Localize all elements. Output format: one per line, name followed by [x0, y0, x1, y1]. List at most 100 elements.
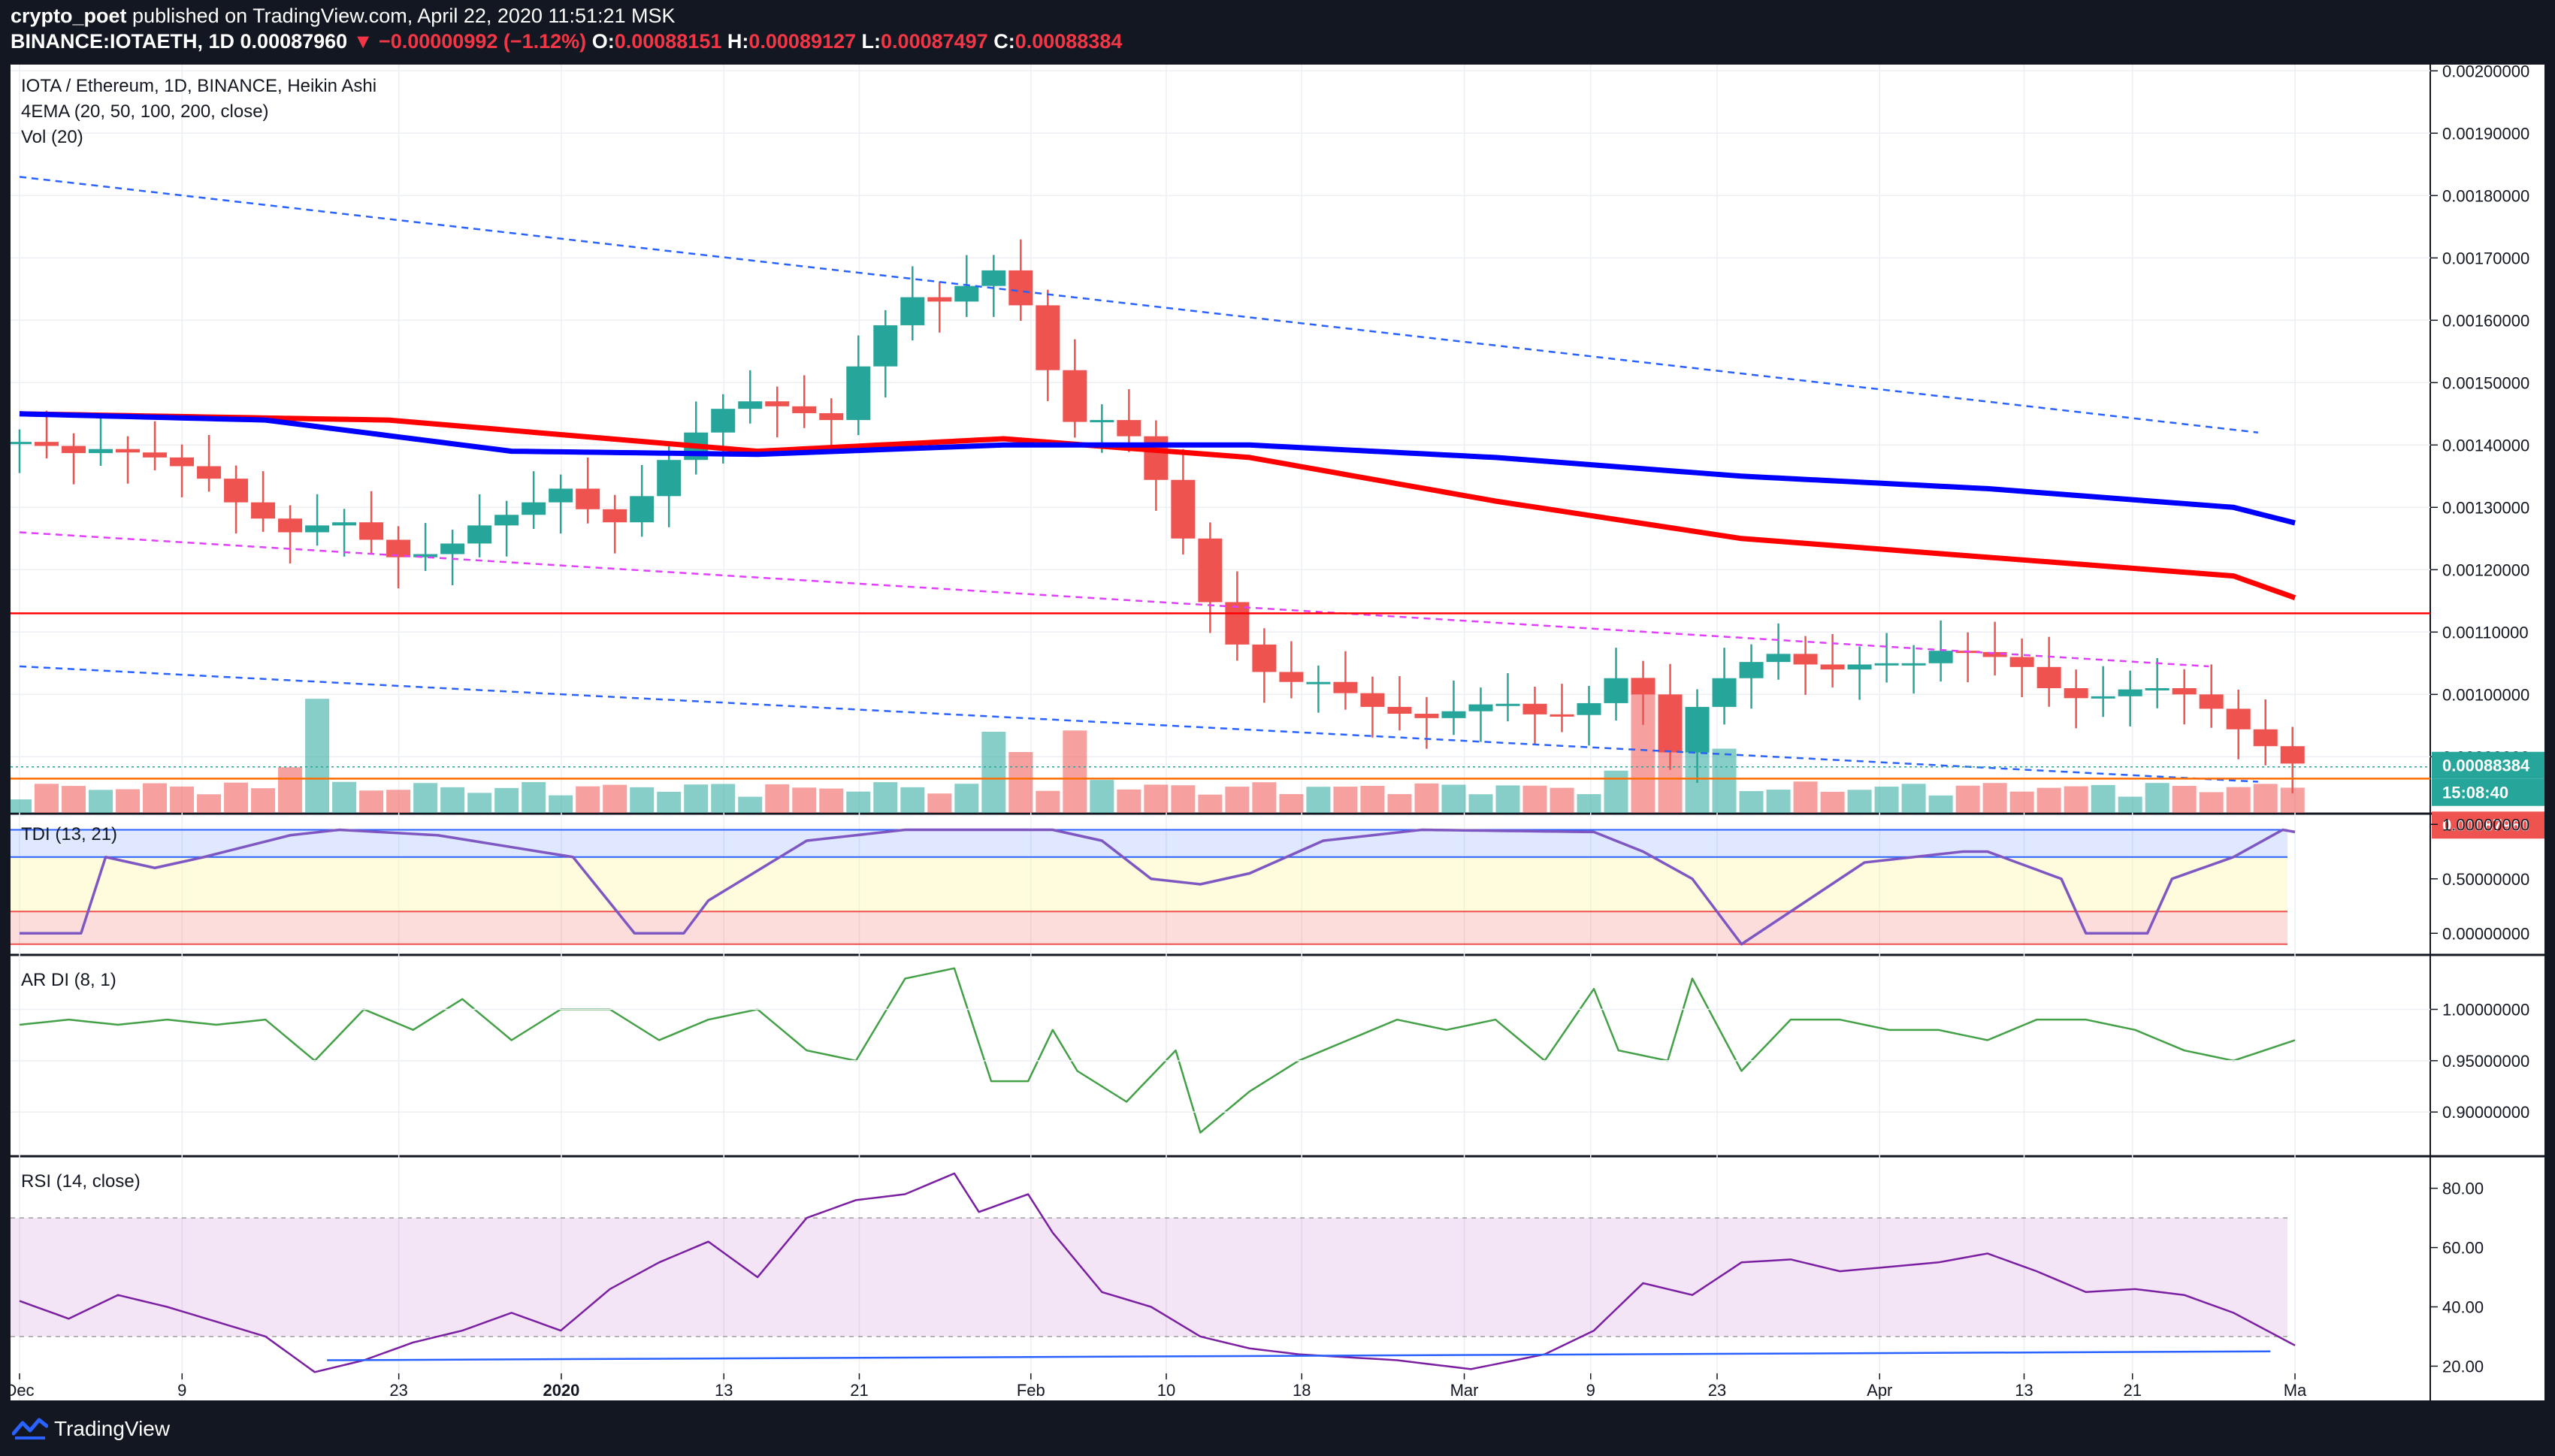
- volume-bar: [2199, 792, 2224, 813]
- rsi-band: [11, 1218, 2287, 1337]
- trendline: [19, 176, 2259, 433]
- volume-bar: [1036, 790, 1060, 813]
- publisher-name[interactable]: crypto_poet: [11, 5, 127, 27]
- candle-body: [1820, 664, 1845, 670]
- volume-bar: [413, 783, 438, 813]
- ohlc-line: BINANCE:IOTAETH, 1D 0.00087960 ▼ −0.0000…: [11, 30, 1122, 53]
- chart-area[interactable]: 0.00200000 0.00190000 0.00180000 0.00170000…: [11, 65, 2544, 1400]
- volume-bar: [684, 784, 709, 813]
- candle-body: [1874, 663, 1899, 666]
- tradingview-brand[interactable]: TradingView: [54, 1417, 171, 1440]
- volume-bar: [1577, 794, 1601, 813]
- candle-body: [1685, 706, 1710, 753]
- candle-body: [1468, 704, 1493, 711]
- candle-body: [927, 297, 952, 302]
- time-tick-label: 23: [1708, 1381, 1726, 1400]
- candle-body: [359, 522, 384, 540]
- time-tick-label: 21: [2123, 1381, 2141, 1400]
- volume-bar: [2036, 787, 2061, 813]
- volume-bar: [711, 784, 736, 813]
- time-tick-label: 18: [1293, 1381, 1311, 1400]
- change-down-icon: ▼: [352, 30, 373, 53]
- volume-bar: [1252, 782, 1277, 813]
- low-label: L:: [861, 30, 881, 53]
- volume-bar: [603, 784, 627, 813]
- volume-bar: [1522, 785, 1547, 813]
- volume-bar: [278, 767, 303, 813]
- candle-body: [1387, 706, 1412, 714]
- tradingview-logo-icon[interactable]: [12, 1415, 48, 1441]
- candle-body: [1712, 678, 1737, 707]
- ardi-tick-label: 1.00000000: [2442, 1001, 2529, 1020]
- rsi-tick-label: 60.00: [2442, 1239, 2484, 1258]
- volume-bar: [1063, 730, 1087, 813]
- price-tick-label: 0.00200000: [2442, 65, 2529, 80]
- volume-bar: [2172, 786, 2197, 813]
- volume-bar: [1144, 784, 1169, 813]
- volume-bar: [1712, 748, 1737, 813]
- candle-body: [765, 401, 790, 406]
- candle-body: [1036, 305, 1060, 370]
- candle-body: [2172, 688, 2197, 695]
- volume-bar: [576, 786, 600, 813]
- price-tick-label: 0.00150000: [2442, 373, 2529, 392]
- close-label: C:: [993, 30, 1015, 53]
- volume-bar: [1847, 790, 1872, 813]
- candle-body: [143, 452, 168, 458]
- trendline: [19, 665, 2258, 783]
- high-label: H:: [727, 30, 749, 53]
- volume-bar: [467, 793, 492, 813]
- candle-body: [332, 522, 357, 526]
- volume-bar: [143, 783, 168, 813]
- candle-body: [305, 525, 330, 533]
- candle-body: [1739, 662, 1764, 678]
- legend-volume: Vol (20): [21, 127, 83, 147]
- tdi-band-upper: [11, 829, 2287, 857]
- ardi-line: [19, 967, 2296, 1134]
- candle-body: [900, 297, 925, 325]
- candle-body: [1360, 693, 1385, 707]
- price-change: −0.00000992 (−1.12%): [378, 30, 587, 53]
- time-tick-label: Ma: [2284, 1381, 2307, 1400]
- candle-body: [2118, 689, 2142, 696]
- rsi-title: RSI (14, close): [21, 1171, 141, 1192]
- time-tick-label: 13: [715, 1381, 733, 1400]
- volume-bar: [738, 796, 763, 813]
- candle-body: [873, 325, 898, 367]
- candle-body: [1441, 711, 1466, 718]
- legend-ema: 4EMA (20, 50, 100, 200, close): [21, 101, 269, 122]
- candle-body: [35, 442, 59, 446]
- chart-svg[interactable]: 0.00200000 0.00190000 0.00180000 0.00170000…: [11, 65, 2544, 1400]
- ardi-title: AR DI (8, 1): [21, 970, 116, 990]
- candle-body: [2199, 694, 2224, 709]
- last-price-tag-bg: [2432, 811, 2544, 839]
- volume-bar: [2253, 784, 2278, 813]
- time-tick-label: 2020: [543, 1381, 579, 1400]
- volume-bar: [1225, 787, 1250, 813]
- volume-bar: [549, 795, 573, 813]
- volume-bar: [332, 781, 357, 813]
- volume-bar: [359, 790, 384, 813]
- candle-body: [1766, 654, 1791, 663]
- candle-body: [1333, 681, 1358, 693]
- volume-bar: [1360, 785, 1385, 813]
- volume-bar: [819, 788, 844, 813]
- rsi-line: [19, 1172, 2296, 1373]
- candle-body: [522, 502, 546, 515]
- candle-body: [1008, 270, 1033, 306]
- volume-bar: [1306, 787, 1331, 813]
- volume-bar: [11, 799, 32, 813]
- candle-body: [1306, 681, 1331, 684]
- tdi-title: TDI (13, 21): [21, 824, 117, 844]
- candle-body: [846, 366, 871, 421]
- price-tick-label: 0.00170000: [2442, 249, 2529, 267]
- candle-body: [170, 457, 195, 467]
- volume-bar: [1468, 794, 1493, 813]
- volume-bar: [1793, 781, 1818, 813]
- volume-bar: [1008, 752, 1033, 813]
- rsi-tick-label: 40.00: [2442, 1297, 2484, 1316]
- candle-body: [11, 442, 32, 445]
- candle-body: [1928, 651, 1953, 663]
- candle-body: [1117, 420, 1141, 436]
- candle-body: [1414, 714, 1439, 718]
